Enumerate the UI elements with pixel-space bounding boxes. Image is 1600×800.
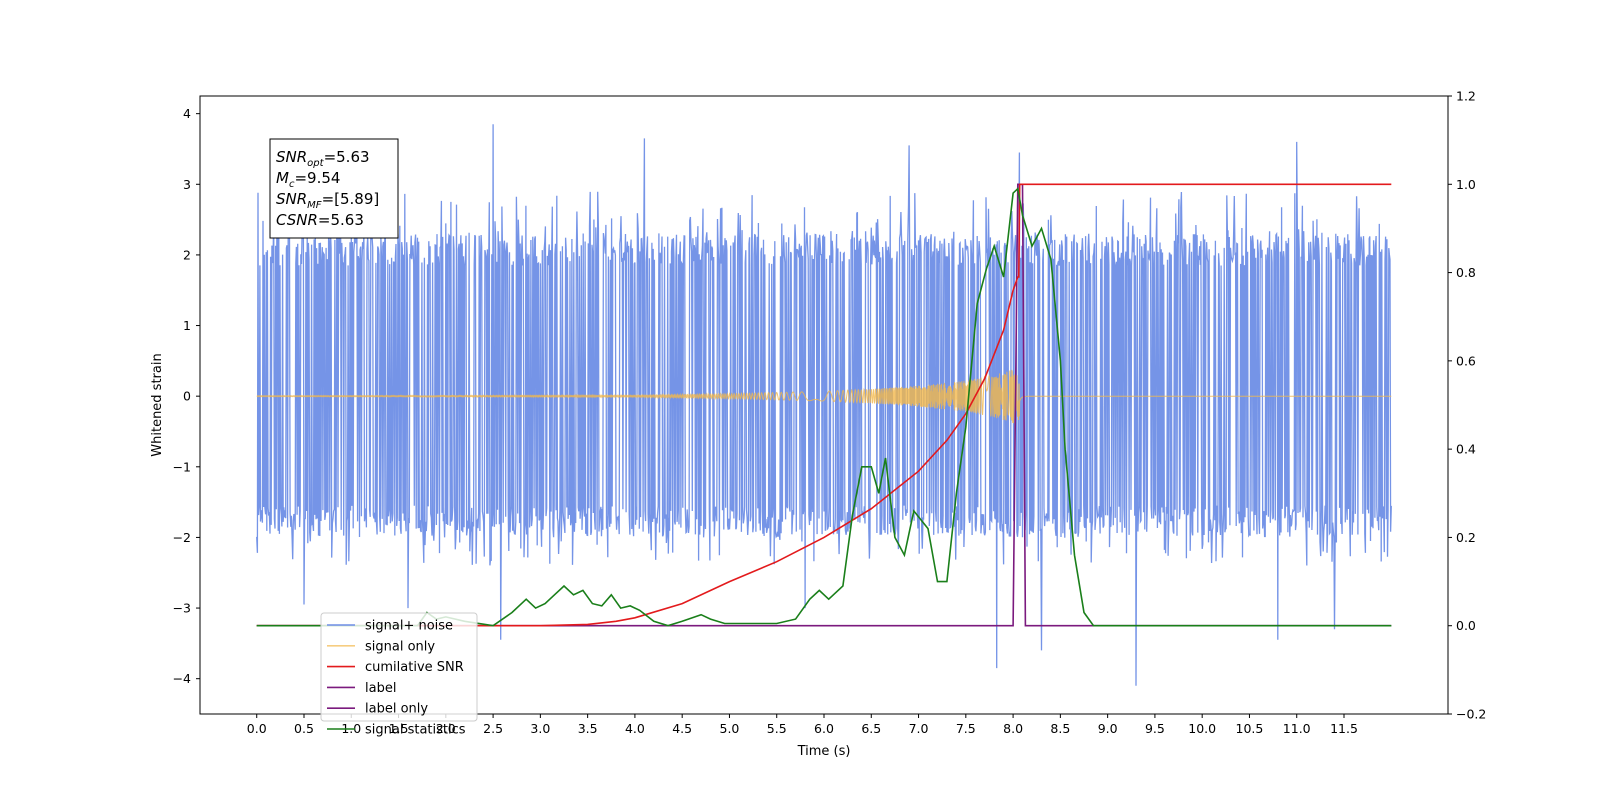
x-tick-label: 11.5 — [1330, 721, 1358, 736]
legend-frame — [320, 612, 478, 722]
annotation-value: =5.63 — [318, 211, 364, 229]
y-tick-label: 2 — [183, 247, 191, 262]
y2-tick-label: 0.2 — [1456, 530, 1476, 545]
x-tick-label: 7.0 — [909, 721, 929, 736]
x-tick-label: 0.5 — [294, 721, 314, 736]
annotation-value: =5.63 — [324, 148, 370, 166]
x-tick-label: 6.0 — [814, 721, 834, 736]
legend-label: label only — [365, 702, 428, 717]
y-tick-label: 0 — [183, 389, 191, 404]
x-tick-label: 3.5 — [578, 721, 598, 736]
x-tick-label: 2.0 — [436, 721, 456, 736]
x-tick-label: 7.5 — [956, 721, 976, 736]
x-tick-label: 10.0 — [1188, 721, 1216, 736]
annotation-symbol: SNR — [276, 190, 307, 208]
x-tick-label: 9.0 — [1098, 721, 1118, 736]
x-tick-label: 9.5 — [1145, 721, 1165, 736]
annotation-line: Mc=9.54 — [276, 169, 340, 190]
y-axis-label: Whitened strain — [150, 353, 165, 456]
series-signal-statistics-line — [256, 187, 1392, 627]
legend-label: label — [365, 681, 396, 696]
x-axis-ticks: 0.0 0.5 1.0 1.5 2.0 2.5 3.0 3.5 4.0 4.5 5.0 5.5 6.0 6… — [247, 714, 1358, 736]
x-tick-label: 5.5 — [767, 721, 787, 736]
y2-axis-ticks: −0.2 0.0 0.2 0.4 0.6 0.8 1.0 1.2 — [1448, 89, 1486, 722]
annotation-symbol: CSNR — [276, 211, 318, 229]
y-tick-label: −4 — [173, 671, 191, 686]
y2-tick-label: 0.0 — [1456, 618, 1476, 633]
y2-tick-label: −0.2 — [1456, 707, 1486, 722]
annotation-line: CSNR=5.63 — [276, 211, 364, 229]
legend-label: signal only — [365, 639, 435, 654]
x-tick-label: 5.0 — [720, 721, 740, 736]
y-tick-label: −2 — [173, 530, 191, 545]
y2-tick-label: 0.4 — [1456, 442, 1476, 457]
legend-label: cumilative SNR — [365, 660, 464, 675]
x-tick-label: 8.0 — [1003, 721, 1023, 736]
x-tick-label: 1.5 — [389, 721, 409, 736]
series-signal-plus-noise-line — [256, 124, 1392, 686]
y2-tick-label: 0.8 — [1456, 265, 1476, 280]
annotation-line: SNRMF=[5.89] — [276, 190, 379, 211]
legend: signal+ noise signal only cumilative SNR la… — [320, 612, 478, 738]
x-tick-label: 11.0 — [1283, 721, 1311, 736]
x-tick-label: 8.5 — [1050, 721, 1070, 736]
annotation-value: =[5.89] — [322, 190, 380, 208]
legend-label: signal+ noise — [365, 619, 453, 634]
annotation-subscript: MF — [307, 200, 322, 211]
y2-tick-label: 1.0 — [1456, 177, 1476, 192]
annotation-frame — [269, 138, 399, 239]
y-tick-label: 4 — [183, 106, 191, 121]
x-tick-label: 6.5 — [861, 721, 881, 736]
y-tick-label: −1 — [173, 459, 191, 474]
x-tick-label: 0.0 — [247, 721, 267, 736]
legend-label: signal statistics — [365, 723, 466, 738]
annotation-symbol: SNR — [276, 148, 307, 166]
y-axis-ticks: −4 −3 −2 −1 0 1 2 3 4 — [173, 106, 200, 686]
y2-tick-label: 1.2 — [1456, 89, 1476, 104]
annotation-subscript: opt — [307, 158, 324, 169]
x-tick-label: 4.0 — [625, 721, 645, 736]
x-axis-label: Time (s) — [797, 744, 851, 759]
series-signal-only-line — [256, 369, 1392, 424]
y-tick-label: −3 — [173, 601, 191, 616]
series-cumulative-snr-line — [256, 183, 1392, 627]
x-tick-label: 3.0 — [530, 721, 550, 736]
annotation-symbol: M — [276, 169, 289, 187]
series-layer — [256, 124, 1392, 686]
annotation-subscript: c — [289, 179, 295, 190]
y2-tick-label: 0.6 — [1456, 353, 1476, 368]
x-tick-label: 4.5 — [672, 721, 692, 736]
x-tick-label: 2.5 — [483, 721, 503, 736]
x-tick-label: 10.5 — [1236, 721, 1264, 736]
annotation-value: =9.54 — [294, 169, 340, 187]
y-tick-label: 3 — [183, 177, 191, 192]
annotation-line: SNRopt=5.63 — [276, 148, 370, 169]
y-tick-label: 1 — [183, 318, 191, 333]
